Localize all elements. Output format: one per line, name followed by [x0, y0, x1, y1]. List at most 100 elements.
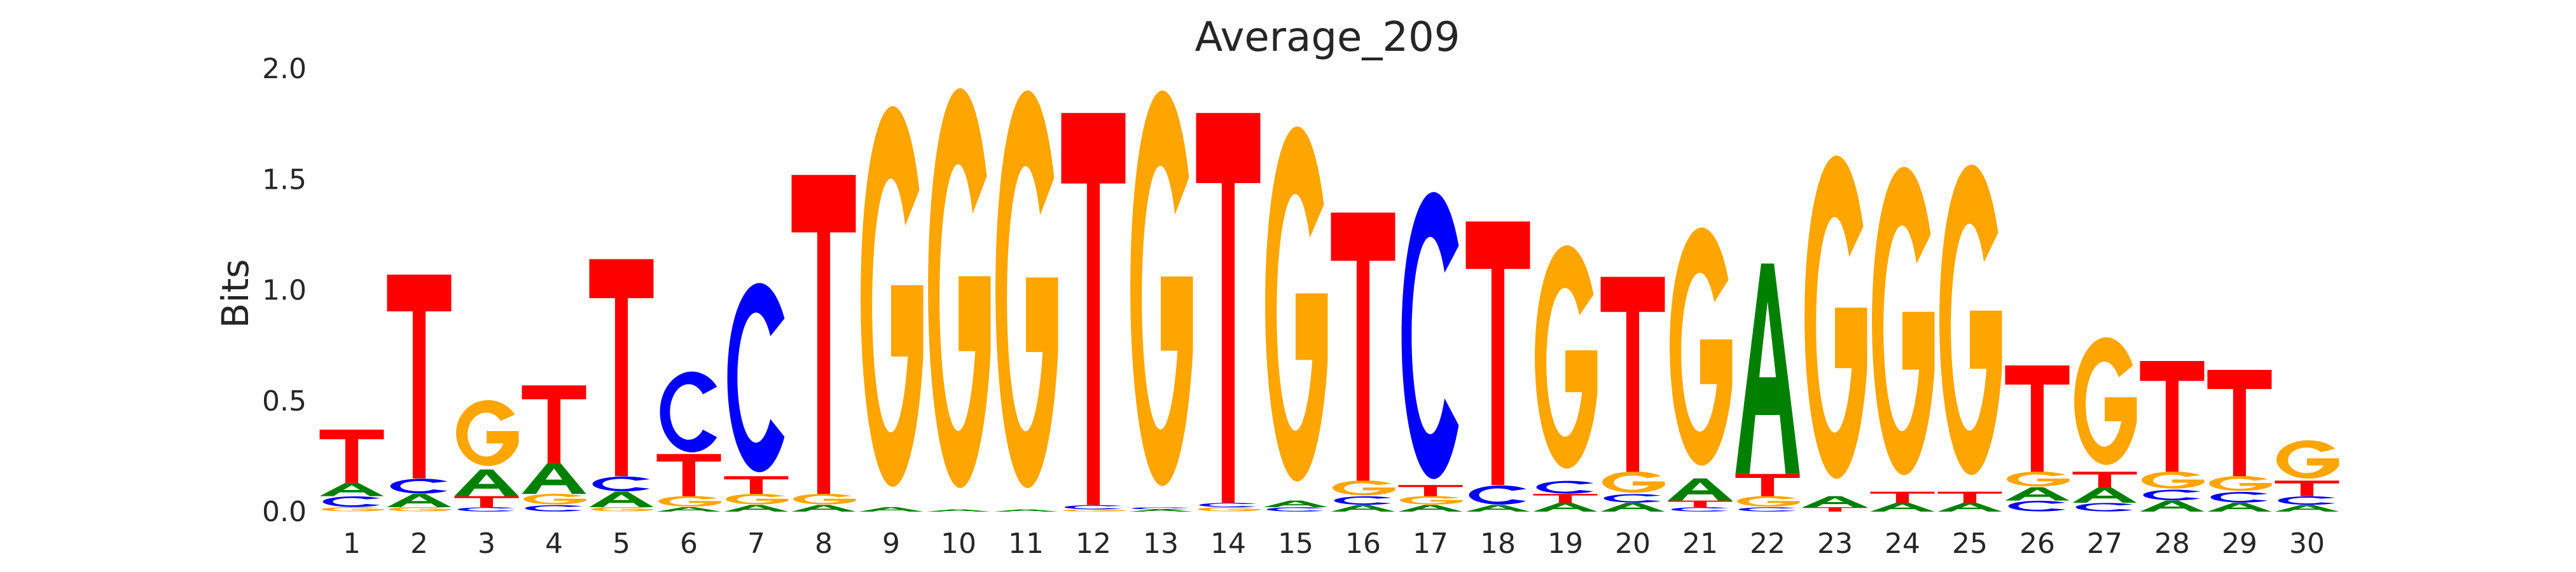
logo-letter-g [861, 106, 924, 487]
x-tick-label: 2 [410, 528, 428, 560]
logo-letter-c [1132, 507, 1189, 510]
x-tick-label: 15 [1278, 528, 1313, 560]
logo-letter-t [1870, 491, 1935, 503]
logo-letter-c [1671, 507, 1729, 512]
logo-letter-c [390, 479, 448, 494]
logo-letter-c [1266, 507, 1324, 512]
logo-letter-t [319, 430, 384, 483]
y-tick-label: 1.5 [262, 163, 307, 196]
logo-letter-t [1061, 112, 1126, 505]
logo-letter-g [1400, 496, 1463, 505]
logo-letter-g [1737, 496, 1800, 507]
logo-letter-a [994, 509, 1058, 512]
logo-letter-a [319, 482, 384, 496]
x-tick-label: 4 [545, 528, 563, 560]
x-tick-label: 9 [882, 528, 900, 560]
logo-letter-g [1535, 245, 1598, 469]
x-tick-label: 19 [1548, 528, 1583, 560]
x-tick-label: 10 [941, 528, 976, 560]
logo-letter-t [2275, 480, 2339, 496]
logo-letter-a [926, 509, 991, 512]
logo-letter-g [1198, 507, 1261, 512]
logo-letter-g [591, 507, 654, 512]
logo-letter-a [1533, 503, 1598, 512]
x-tick-label: 17 [1413, 528, 1448, 560]
logo-letter-g [2209, 475, 2272, 491]
x-tick-label: 23 [1817, 528, 1853, 560]
logo-letter-t [2072, 472, 2137, 487]
x-tick-label: 5 [613, 528, 630, 560]
logo-letter-g [1804, 155, 1867, 479]
logo-letter-c [2210, 491, 2268, 503]
logo-letter-a [1668, 478, 1733, 501]
logo-letter-g [995, 90, 1058, 488]
logo-letter-t [454, 496, 519, 508]
y-tick-label: 0.0 [262, 496, 307, 528]
x-tick-label: 16 [1345, 528, 1381, 560]
x-tick-label: 21 [1682, 528, 1718, 560]
x-tick-label: 7 [747, 528, 765, 560]
logo-letter-t [2005, 365, 2070, 472]
x-tick-label: 6 [680, 528, 698, 560]
logo-letter-c [322, 496, 380, 507]
logo-letter-g [2074, 337, 2137, 465]
logo-letter-c [2143, 489, 2201, 501]
x-tick-label: 25 [1952, 528, 1988, 560]
logo-letter-c [1738, 507, 1796, 512]
y-tick-label: 2.0 [262, 53, 307, 85]
logo-letter-t [2207, 369, 2272, 477]
logo-letter-a [454, 469, 519, 496]
logo-letter-c [660, 371, 717, 453]
logo-letter-a [522, 463, 586, 494]
x-tick-label: 8 [815, 528, 833, 560]
logo-letter-c [592, 476, 650, 492]
logo-letter-a [656, 507, 721, 512]
logo-letter-g [1265, 126, 1328, 482]
logo-letter-c [2075, 503, 2133, 512]
y-axis-label: Bits [214, 259, 257, 329]
logo-letter-g [726, 493, 789, 505]
logo-stacks [319, 88, 2339, 512]
logo-letter-t [724, 476, 789, 494]
logo-letter-c [1401, 192, 1459, 479]
logo-letter-t [1803, 507, 1867, 512]
logo-letter-t [1331, 212, 1395, 481]
logo-letter-t [589, 259, 654, 477]
x-tick-label: 28 [2154, 528, 2190, 560]
logo-letter-g [2276, 440, 2339, 479]
logo-letter-c [2278, 496, 2336, 505]
logo-letter-a [859, 507, 924, 512]
logo-letter-a [2005, 487, 2070, 501]
logo-letter-t [1533, 494, 1598, 503]
logo-letter-t [522, 385, 586, 463]
logo-letter-a [2072, 487, 2137, 503]
logo-letter-c [1469, 485, 1527, 505]
x-tick-label: 12 [1076, 528, 1111, 560]
logo-letter-g [2142, 471, 2205, 489]
logo-letter-t [656, 454, 721, 496]
logo-letter-c [1536, 480, 1594, 494]
logo-letter-g [1939, 164, 2002, 475]
x-tick-label: 27 [2087, 528, 2122, 560]
logo-letter-g [389, 507, 452, 512]
logo-letter-t [1735, 473, 1800, 496]
logo-letter-a [1398, 505, 1463, 512]
logo-letter-c [2008, 500, 2066, 512]
logo-letter-a [1870, 503, 1935, 512]
x-tick-label: 11 [1008, 528, 1044, 560]
logo-letter-c [1199, 503, 1257, 507]
logo-letter-t [2140, 361, 2205, 472]
logo-letter-a [791, 505, 856, 512]
logo-letter-t [1937, 491, 2002, 503]
logo-letter-t [1398, 485, 1463, 496]
logo-letter-a [387, 494, 452, 508]
logo-letter-a [1465, 505, 1530, 512]
logo-letter-g [1063, 509, 1126, 512]
y-tick-label: 1.0 [262, 275, 307, 307]
logo-letter-a [2207, 503, 2272, 512]
logo-letter-a [1803, 496, 1867, 508]
x-tick-label: 30 [2289, 528, 2325, 560]
logo-letter-a [1263, 500, 1328, 508]
x-tick-label: 1 [343, 528, 361, 560]
